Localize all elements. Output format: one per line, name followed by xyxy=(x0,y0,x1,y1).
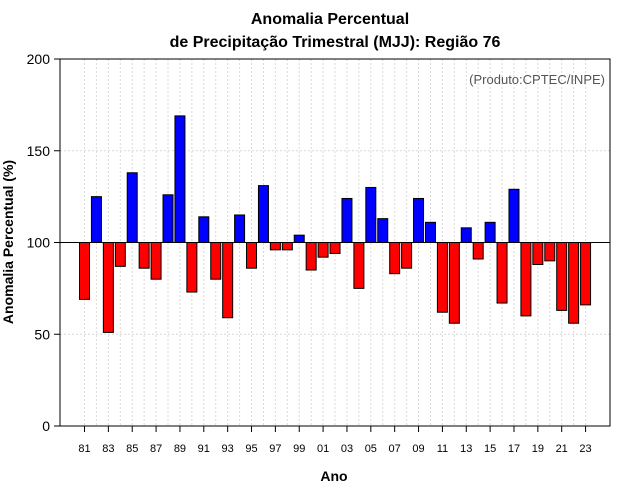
x-tick-label: 17 xyxy=(508,443,520,455)
x-tick-label: 01 xyxy=(317,443,329,455)
bar-2006 xyxy=(377,218,389,244)
bar-2000 xyxy=(305,242,317,271)
bar-1994 xyxy=(234,214,246,244)
bar-2013 xyxy=(460,227,472,244)
x-tick-label: 87 xyxy=(150,443,162,455)
bar-2019 xyxy=(532,242,544,266)
y-tick-label: 50 xyxy=(34,326,50,342)
bar-1988 xyxy=(162,194,174,243)
bar-1996 xyxy=(257,185,269,244)
bar-2015 xyxy=(484,221,496,244)
bar-1985 xyxy=(126,172,138,244)
bar-1998 xyxy=(281,242,293,251)
chart-title-line1: Anomalia Percentual xyxy=(251,11,409,28)
chart-title-line2: de Precipitação Trimestral (MJJ): Região… xyxy=(170,34,501,51)
x-tick-label: 21 xyxy=(556,443,568,455)
bar-2007 xyxy=(389,242,401,275)
x-tick-label: 15 xyxy=(484,443,496,455)
bar-2022 xyxy=(568,242,580,324)
x-tick-label: 95 xyxy=(245,443,257,455)
bar-2002 xyxy=(329,242,341,255)
bar-2003 xyxy=(341,197,353,244)
bar-1991 xyxy=(198,216,210,243)
bar-2023 xyxy=(580,242,592,306)
x-tick-label: 91 xyxy=(198,443,210,455)
x-tick-label: 81 xyxy=(78,443,90,455)
x-tick-label: 19 xyxy=(532,443,544,455)
x-tick-label: 23 xyxy=(579,443,591,455)
bar-1997 xyxy=(269,242,281,251)
x-tick-label: 89 xyxy=(174,443,186,455)
bar-1984 xyxy=(114,242,126,267)
bar-1989 xyxy=(174,115,186,243)
bar-2004 xyxy=(353,242,365,289)
x-tick-label: 97 xyxy=(269,443,281,455)
bar-1986 xyxy=(138,242,150,269)
bar-2014 xyxy=(472,242,484,260)
y-axis-ticks: 0 50 100 150 200 xyxy=(27,51,60,434)
x-tick-label: 09 xyxy=(412,443,424,455)
x-tick-label: 05 xyxy=(365,443,377,455)
bar-2001 xyxy=(317,242,329,258)
x-tick-label: 07 xyxy=(389,443,401,455)
y-tick-label: 0 xyxy=(42,418,50,434)
x-axis-ticks: 81 83 85 87 89 91 93 95 97 99 01 03 05 07 09 11 13 15 17 19… xyxy=(78,426,592,455)
bar-2016 xyxy=(496,242,508,304)
bar-1983 xyxy=(102,242,114,333)
y-tick-label: 200 xyxy=(27,51,51,67)
product-annotation: (Produto:CPTEC/INPE) xyxy=(469,72,605,87)
bar-2009 xyxy=(413,197,425,244)
x-tick-label: 83 xyxy=(102,443,114,455)
bar-1987 xyxy=(150,242,162,280)
bars xyxy=(79,115,592,333)
bar-1999 xyxy=(293,234,305,244)
bar-2008 xyxy=(401,242,413,269)
y-tick-label: 100 xyxy=(27,235,51,251)
x-tick-label: 99 xyxy=(293,443,305,455)
bar-1981 xyxy=(79,242,90,300)
x-tick-label: 03 xyxy=(341,443,353,455)
x-axis-label: Ano xyxy=(320,468,347,484)
y-axis-label: Anomalia Percentual (%) xyxy=(0,160,16,324)
bar-2005 xyxy=(365,186,377,243)
bar-2012 xyxy=(448,242,460,324)
grid-lines xyxy=(60,58,610,427)
x-tick-label: 85 xyxy=(126,443,138,455)
bar-1982 xyxy=(90,196,102,243)
y-tick-label: 150 xyxy=(27,143,51,159)
bar-2010 xyxy=(424,221,436,244)
bar-2011 xyxy=(436,242,448,313)
x-tick-label: 13 xyxy=(460,443,472,455)
bar-2017 xyxy=(508,188,520,244)
bar-1993 xyxy=(222,242,234,319)
bar-1992 xyxy=(210,242,222,280)
bar-1995 xyxy=(246,242,258,269)
bar-2021 xyxy=(556,242,568,311)
bar-2018 xyxy=(520,242,532,317)
x-tick-label: 11 xyxy=(437,443,448,455)
x-tick-label: 93 xyxy=(222,443,234,455)
bar-1990 xyxy=(186,242,198,293)
bar-2020 xyxy=(544,242,556,262)
